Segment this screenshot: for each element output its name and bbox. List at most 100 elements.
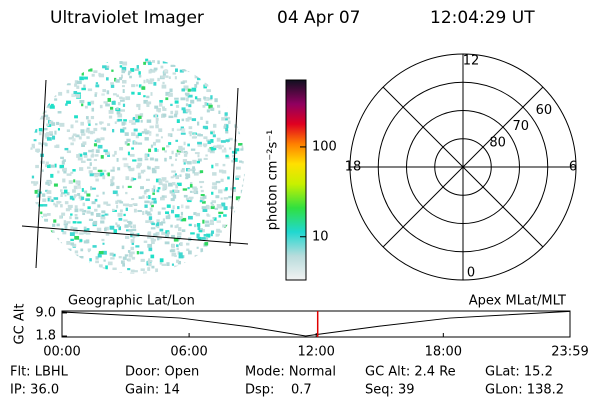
pixel — [182, 109, 188, 114]
pixel — [136, 65, 139, 69]
uv-image — [29, 58, 245, 274]
pixel — [101, 210, 106, 214]
pixel — [221, 117, 226, 121]
pixel — [188, 261, 194, 266]
pixel — [166, 92, 169, 95]
pixel — [54, 163, 57, 168]
pixel — [47, 196, 52, 200]
pixel — [231, 96, 235, 100]
pixel — [230, 187, 234, 191]
pixel — [94, 92, 98, 95]
pixel — [112, 93, 117, 96]
pixel — [119, 147, 124, 151]
pixel — [241, 98, 245, 101]
pixel — [179, 148, 183, 153]
pixel — [107, 172, 110, 177]
pixel — [220, 234, 226, 239]
pixel — [243, 178, 245, 182]
pixel — [83, 152, 88, 156]
pixel — [73, 194, 78, 197]
pixel — [176, 62, 180, 66]
pixel — [233, 109, 239, 112]
pixel — [130, 246, 135, 251]
pixel — [174, 225, 178, 229]
pixel — [73, 91, 78, 95]
pixel — [128, 119, 134, 124]
pixel — [216, 264, 220, 268]
pixel — [33, 128, 38, 133]
pixel — [63, 170, 67, 174]
pixel — [206, 213, 209, 217]
pixel — [132, 224, 136, 229]
pixel — [172, 194, 177, 199]
pixel — [85, 129, 90, 133]
pixel — [222, 163, 226, 167]
pixel — [51, 199, 54, 203]
pixel — [79, 167, 84, 171]
pixel — [234, 210, 239, 214]
pixel — [172, 182, 176, 186]
pixel — [168, 182, 173, 187]
pixel — [203, 96, 206, 100]
pixel — [236, 207, 239, 212]
pixel — [169, 88, 173, 93]
pixel — [128, 229, 133, 232]
pixel — [241, 184, 245, 187]
pixel — [180, 147, 185, 151]
lat-ring — [377, 81, 549, 253]
pixel — [94, 154, 99, 157]
pixel — [194, 254, 199, 258]
pixel — [224, 112, 228, 116]
pixel — [206, 109, 210, 113]
pixel — [70, 142, 74, 146]
pixel — [131, 122, 136, 125]
pixel — [127, 268, 131, 271]
pixel — [94, 198, 98, 202]
pixel — [180, 218, 183, 222]
pixel — [46, 104, 50, 108]
pixel — [159, 258, 164, 263]
pixel — [211, 191, 214, 195]
pixel — [156, 189, 160, 193]
pixel — [135, 134, 139, 139]
pixel — [122, 89, 125, 93]
pixel — [148, 148, 152, 153]
pixel — [105, 77, 109, 81]
pixel — [44, 254, 48, 257]
pixel — [128, 70, 132, 74]
pixel — [160, 75, 165, 79]
pixel — [178, 227, 182, 232]
pixel — [94, 208, 98, 212]
pixel — [29, 216, 33, 219]
pixel — [146, 101, 152, 105]
pixel — [143, 95, 146, 98]
pixel — [218, 110, 221, 114]
pixel — [143, 61, 146, 65]
pixel — [51, 256, 56, 261]
pixel — [202, 200, 206, 204]
pixel — [208, 102, 212, 107]
pixel — [170, 133, 173, 138]
pixel — [86, 262, 90, 266]
pixel — [148, 80, 153, 85]
pixel — [176, 119, 180, 123]
pixel — [87, 88, 93, 92]
pixel — [69, 195, 74, 200]
pixel — [102, 89, 106, 93]
pixel — [196, 246, 199, 249]
geo-grid — [21, 79, 249, 269]
pixel — [56, 121, 60, 126]
pixel — [225, 118, 228, 121]
pixel — [208, 262, 211, 265]
pixel — [107, 153, 111, 157]
pixel — [147, 267, 151, 271]
pixel — [243, 99, 245, 103]
pixel — [230, 263, 235, 266]
pixel — [146, 104, 150, 107]
pixel — [63, 189, 68, 194]
pixel — [192, 271, 197, 274]
pixel — [157, 77, 160, 82]
pixel — [49, 82, 54, 86]
time: 12:04:29 UT — [430, 8, 535, 28]
pixel — [197, 141, 202, 145]
